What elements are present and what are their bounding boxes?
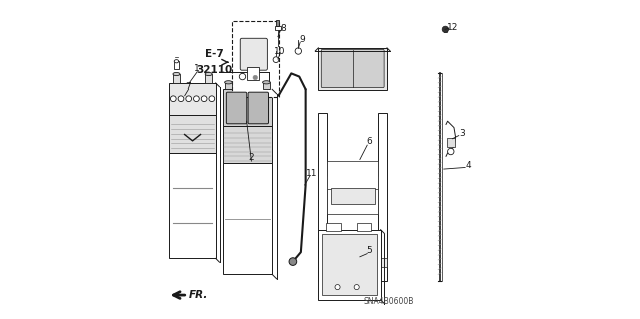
Circle shape (186, 96, 191, 102)
Text: 4: 4 (465, 161, 471, 170)
Bar (444, 27, 447, 32)
Text: 8: 8 (280, 24, 286, 33)
Bar (246, 67, 259, 80)
Bar (447, 138, 454, 147)
Ellipse shape (174, 60, 179, 63)
Text: 2: 2 (248, 153, 254, 162)
Circle shape (442, 26, 449, 33)
Bar (174, 61, 179, 69)
Bar (319, 48, 387, 90)
Circle shape (354, 285, 359, 290)
Bar (223, 163, 272, 274)
Ellipse shape (262, 81, 270, 84)
Bar (173, 74, 180, 83)
Ellipse shape (173, 72, 180, 76)
Circle shape (193, 96, 199, 102)
FancyBboxPatch shape (240, 38, 268, 70)
Circle shape (447, 148, 454, 155)
Bar (170, 153, 216, 258)
Circle shape (295, 48, 301, 54)
Circle shape (335, 285, 340, 290)
Bar (262, 82, 270, 89)
Bar (327, 176, 378, 214)
Text: 3: 3 (459, 130, 465, 138)
Bar (319, 230, 381, 300)
Bar (356, 223, 371, 231)
FancyBboxPatch shape (321, 49, 384, 87)
Text: 5: 5 (367, 246, 372, 255)
Bar (275, 26, 281, 30)
Text: 32110: 32110 (196, 65, 233, 75)
Circle shape (239, 73, 246, 80)
Bar (223, 126, 272, 163)
Bar (378, 113, 387, 281)
Bar (319, 258, 387, 267)
Circle shape (273, 57, 279, 63)
FancyBboxPatch shape (227, 92, 247, 124)
Circle shape (201, 96, 207, 102)
Bar (232, 21, 278, 97)
Bar (223, 89, 272, 126)
Circle shape (253, 75, 257, 80)
Circle shape (178, 96, 184, 102)
FancyBboxPatch shape (248, 92, 269, 124)
Text: FR.: FR. (189, 290, 209, 300)
Text: 12: 12 (447, 23, 458, 32)
Text: 11: 11 (307, 169, 318, 178)
Text: 1: 1 (195, 64, 200, 73)
Text: 7: 7 (186, 82, 191, 91)
Ellipse shape (225, 81, 232, 84)
Bar (205, 74, 212, 83)
Text: E-7: E-7 (205, 49, 224, 59)
Text: SNA4B0600B: SNA4B0600B (364, 297, 414, 306)
Text: 10: 10 (275, 47, 286, 56)
Bar (319, 113, 327, 281)
Circle shape (209, 96, 214, 102)
Bar (326, 223, 340, 231)
Circle shape (289, 258, 297, 265)
Bar (170, 83, 216, 115)
Bar (330, 188, 375, 204)
Text: 6: 6 (367, 137, 372, 146)
Text: 9: 9 (300, 35, 305, 44)
Bar (170, 115, 216, 153)
Bar (321, 234, 378, 295)
Ellipse shape (205, 72, 212, 76)
Bar (276, 20, 280, 26)
Circle shape (170, 96, 176, 102)
Bar (225, 82, 232, 89)
Bar (327, 160, 378, 189)
